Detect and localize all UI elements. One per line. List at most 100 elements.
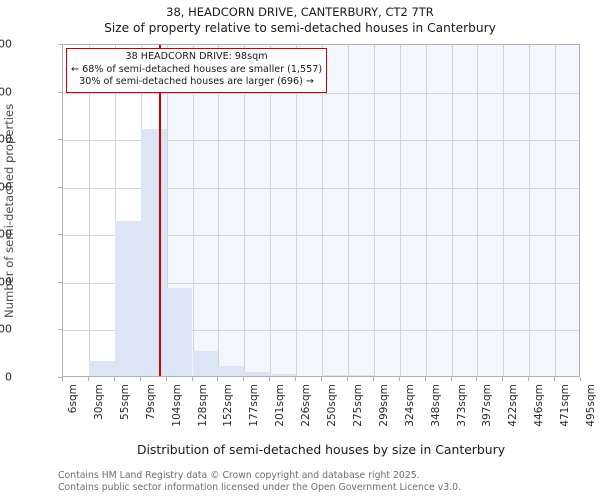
x-tick-mark	[554, 377, 556, 381]
y-tick-mark	[58, 139, 62, 141]
annotation-box: 38 HEADCORN DRIVE: 98sqm ← 68% of semi-d…	[66, 48, 328, 93]
x-tick-label: 250sqm	[326, 384, 338, 427]
footer-attribution: Contains HM Land Registry data © Crown c…	[58, 470, 461, 493]
chart-title-block: 38, HEADCORN DRIVE, CANTERBURY, CT2 7TR …	[0, 4, 600, 37]
gridline-vertical	[425, 45, 427, 376]
gridline-vertical	[270, 45, 272, 376]
plot-area	[62, 44, 580, 377]
gridline-horizontal	[63, 187, 579, 189]
x-tick-mark	[321, 377, 322, 381]
gridline-vertical	[88, 45, 90, 376]
gridline-vertical	[322, 45, 323, 376]
x-tick-mark	[295, 377, 297, 381]
gridline-vertical	[296, 45, 298, 376]
x-tick-mark	[139, 377, 141, 381]
y-tick-mark	[58, 186, 62, 188]
y-tick-label: 200	[0, 322, 12, 336]
bar	[218, 366, 245, 376]
gridline-vertical	[166, 45, 168, 376]
gridline-horizontal	[63, 282, 579, 284]
x-tick-mark	[450, 377, 452, 381]
gridline-vertical	[451, 45, 453, 376]
x-tick-label: 471sqm	[559, 384, 572, 427]
gridline-vertical	[192, 45, 194, 376]
gridline-vertical	[503, 45, 505, 376]
chart-title-line2: Size of property relative to semi-detach…	[104, 21, 496, 35]
annotation-line2: ← 68% of semi-detached houses are smalle…	[71, 63, 323, 75]
property-marker-line	[159, 45, 162, 376]
x-tick-mark	[528, 377, 530, 381]
x-axis-label: Distribution of semi-detached houses by …	[136, 442, 506, 457]
y-tick-label: 400	[0, 275, 12, 289]
bar	[270, 374, 297, 376]
gridline-horizontal	[63, 92, 579, 94]
gridline-vertical	[114, 45, 116, 376]
x-tick-label: 104sqm	[170, 384, 183, 427]
gridline-vertical	[244, 45, 246, 376]
x-tick-label: 446sqm	[533, 384, 546, 427]
gridline-horizontal	[63, 235, 579, 237]
bar	[88, 360, 115, 376]
chart-title-line1: 38, HEADCORN DRIVE, CANTERBURY, CT2 7TR	[166, 5, 434, 19]
x-tick-mark	[580, 377, 581, 381]
y-tick-label: 1000	[0, 132, 12, 146]
y-tick-mark	[58, 234, 62, 236]
x-tick-mark	[165, 377, 167, 381]
y-tick-mark	[58, 44, 62, 45]
x-tick-label: 373sqm	[455, 384, 468, 427]
y-tick-label: 800	[0, 180, 12, 194]
y-tick-mark	[58, 329, 62, 331]
x-tick-label: 324sqm	[403, 384, 416, 427]
x-tick-label: 55sqm	[118, 384, 131, 421]
gridline-vertical	[218, 45, 220, 376]
gridline-vertical	[399, 45, 401, 376]
gridline-vertical	[347, 45, 349, 376]
y-tick-label: 1200	[0, 85, 12, 99]
x-tick-mark	[113, 377, 115, 381]
x-tick-label: 226sqm	[300, 384, 313, 427]
bar	[166, 288, 193, 376]
gridline-vertical	[529, 45, 531, 376]
y-tick-mark	[58, 377, 62, 378]
bar	[140, 128, 167, 376]
x-tick-mark	[243, 377, 245, 381]
x-tick-label: 397sqm	[481, 384, 494, 427]
x-tick-mark	[346, 377, 348, 381]
footer-line1: Contains HM Land Registry data © Crown c…	[58, 470, 420, 481]
x-tick-mark	[398, 377, 400, 381]
y-tick-label: 1400	[0, 37, 12, 51]
x-tick-label: 201sqm	[274, 384, 287, 427]
bar	[322, 374, 348, 376]
x-tick-mark	[87, 377, 89, 381]
y-tick-mark	[58, 91, 62, 93]
x-tick-label: 275sqm	[351, 384, 364, 427]
annotation-line3: 30% of semi-detached houses are larger (…	[79, 76, 314, 87]
x-tick-mark	[476, 377, 478, 381]
x-tick-mark	[62, 377, 63, 381]
gridline-vertical	[373, 45, 375, 376]
x-tick-label: 177sqm	[248, 384, 261, 427]
x-tick-mark	[502, 377, 504, 381]
x-tick-mark	[269, 377, 271, 381]
x-tick-label: 495sqm	[585, 384, 597, 427]
bar	[244, 372, 271, 376]
right-shaded-region	[160, 45, 579, 376]
x-tick-label: 348sqm	[429, 384, 442, 427]
x-tick-label: 422sqm	[507, 384, 520, 427]
x-tick-mark	[372, 377, 374, 381]
x-tick-label: 6sqm	[67, 384, 79, 414]
x-tick-label: 30sqm	[92, 384, 105, 421]
x-tick-mark	[424, 377, 426, 381]
bar	[347, 375, 374, 376]
footer-line2: Contains public sector information licen…	[58, 481, 461, 493]
x-tick-label: 128sqm	[196, 384, 209, 427]
gridline-vertical	[555, 45, 557, 376]
x-tick-label: 299sqm	[377, 384, 390, 427]
x-tick-mark	[191, 377, 193, 381]
y-tick-mark	[58, 281, 62, 283]
x-tick-mark	[217, 377, 219, 381]
bar	[114, 221, 141, 376]
gridline-vertical	[477, 45, 479, 376]
y-tick-label: 0	[5, 370, 12, 384]
